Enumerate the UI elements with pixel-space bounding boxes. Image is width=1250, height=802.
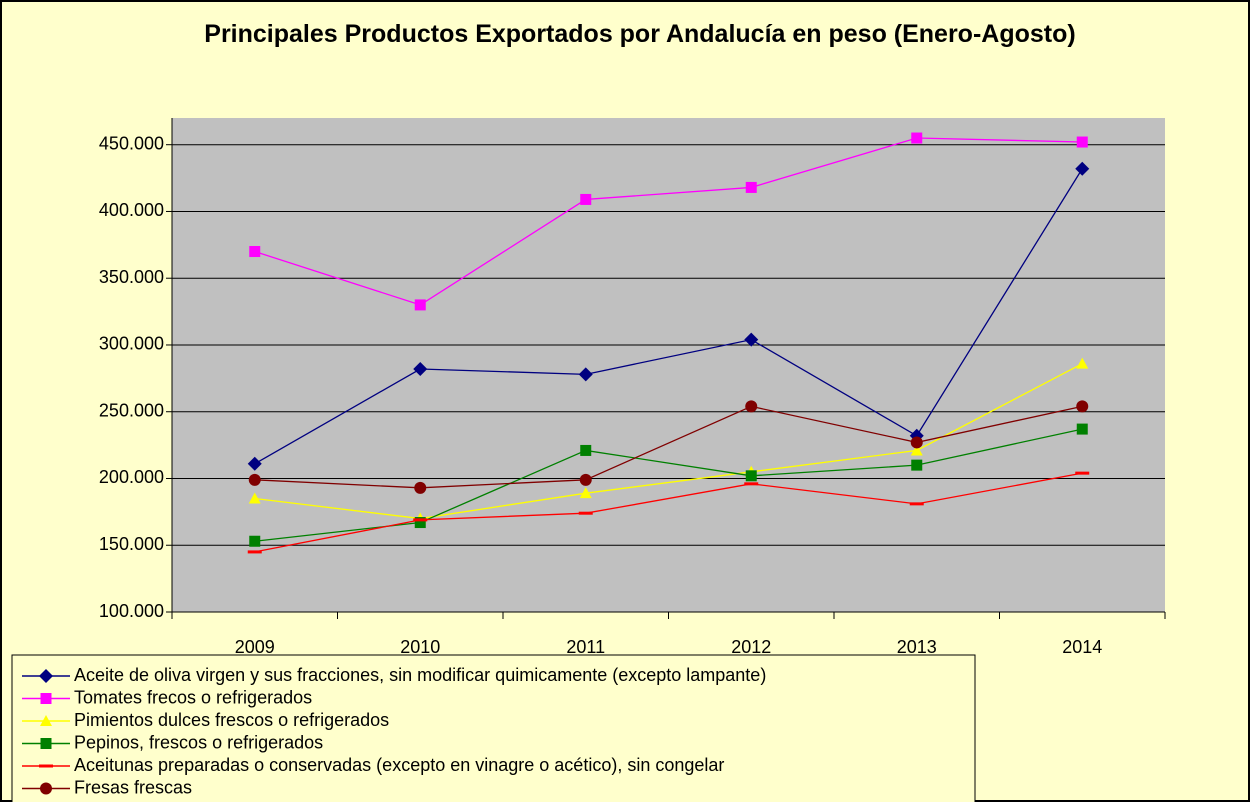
marker [247, 456, 262, 471]
marker [580, 193, 592, 205]
marker [578, 511, 593, 515]
marker [578, 367, 593, 382]
series-line [254, 168, 1083, 465]
marker [579, 487, 592, 499]
legend-label: Tomates frecos o refrigerados [74, 687, 312, 707]
marker [413, 362, 428, 377]
marker [911, 132, 923, 144]
marker [1075, 161, 1090, 176]
marker [580, 444, 592, 456]
marker [39, 764, 53, 768]
marker [911, 459, 923, 471]
y-tick-label: 300.000 [99, 334, 164, 354]
y-tick-label: 200.000 [99, 467, 164, 487]
x-tick-label: 2009 [235, 637, 275, 657]
chart-title: Principales Productos Exportados por And… [204, 20, 1076, 48]
series-line [254, 472, 1083, 553]
series-line [254, 405, 1083, 489]
marker [249, 246, 261, 258]
marker [745, 181, 757, 193]
marker [1076, 400, 1089, 413]
marker [40, 715, 52, 726]
marker [909, 502, 924, 506]
series-line [254, 137, 1083, 306]
marker [414, 481, 427, 494]
marker [744, 332, 759, 347]
marker [414, 299, 426, 311]
marker [40, 693, 52, 704]
y-tick-label: 450.000 [99, 133, 164, 153]
marker [249, 535, 261, 547]
legend-label: Aceite de oliva virgen y sus fracciones,… [74, 665, 766, 685]
x-tick-label: 2014 [1062, 637, 1102, 657]
legend-label: Pepinos, frescos o refrigerados [74, 732, 323, 752]
marker [40, 738, 52, 749]
y-tick-label: 250.000 [99, 400, 164, 420]
marker [745, 400, 758, 413]
marker [1076, 423, 1088, 435]
marker [414, 517, 426, 529]
marker [248, 473, 261, 486]
marker [40, 782, 52, 795]
legend-label: Pimientos dulces frescos o refrigerados [74, 710, 389, 730]
x-tick-label: 2011 [566, 637, 605, 657]
x-tick-label: 2010 [400, 637, 440, 657]
marker [248, 492, 261, 504]
marker [1075, 471, 1090, 475]
y-tick-label: 100.000 [99, 601, 164, 621]
marker [1076, 136, 1088, 148]
y-tick-label: 350.000 [99, 267, 164, 287]
x-tick-label: 2012 [731, 637, 771, 657]
marker [745, 470, 757, 482]
y-tick-label: 400.000 [99, 200, 164, 220]
legend-box [11, 654, 976, 802]
x-tick-label: 2013 [897, 637, 937, 657]
marker [744, 482, 759, 486]
marker [579, 473, 592, 486]
y-tick-label: 150.000 [99, 534, 164, 554]
marker [1076, 357, 1089, 369]
marker [39, 669, 53, 683]
legend-label: Fresas frescas [74, 777, 192, 797]
marker [910, 444, 923, 456]
marker [247, 550, 262, 554]
legend-label: Aceitunas preparadas o conservadas (exce… [74, 755, 724, 775]
marker [413, 518, 428, 522]
marker [910, 436, 923, 449]
plot-area [172, 118, 1165, 612]
